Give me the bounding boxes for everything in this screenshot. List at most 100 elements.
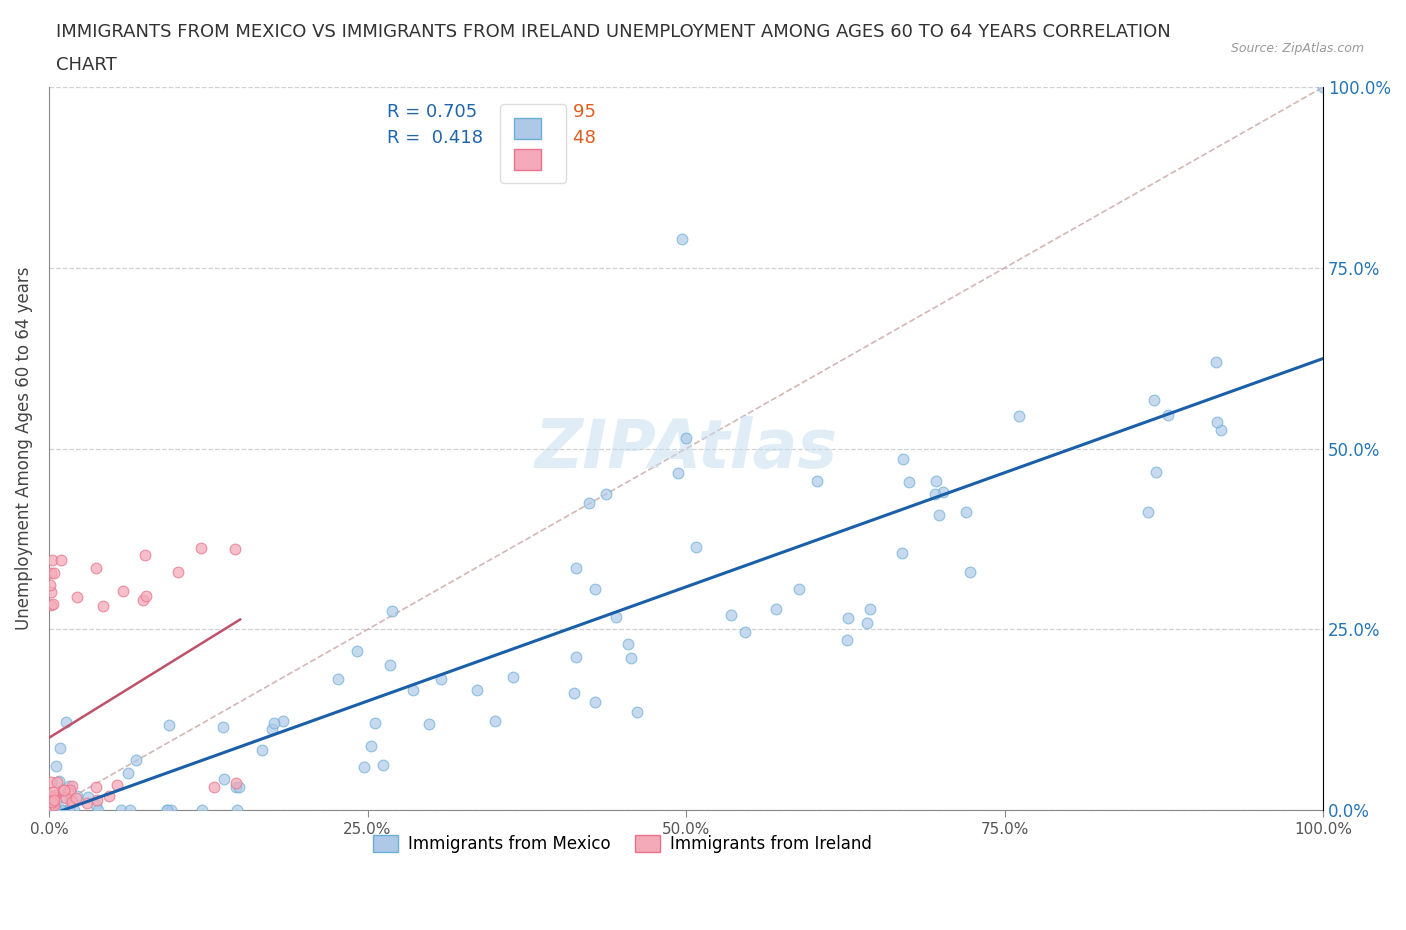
Point <box>45 803 67 817</box>
Point <box>924 486 946 501</box>
Point <box>260 722 283 737</box>
Point <box>55 714 77 729</box>
Text: N = 48: N = 48 <box>533 128 596 147</box>
Point <box>685 539 707 554</box>
Point <box>380 658 402 672</box>
Point <box>932 485 955 499</box>
Point <box>226 803 249 817</box>
Point <box>135 589 157 604</box>
Point <box>91 598 114 613</box>
Point <box>42 796 65 811</box>
Point <box>157 718 180 733</box>
Point <box>38 799 60 814</box>
Point <box>110 803 132 817</box>
Point <box>605 609 627 624</box>
Point <box>502 670 524 684</box>
Point <box>120 803 142 817</box>
Point <box>353 760 375 775</box>
Point <box>734 625 756 640</box>
Point <box>76 796 98 811</box>
Point <box>58 778 80 793</box>
Point <box>959 565 981 579</box>
Point <box>62 795 84 810</box>
Point <box>837 611 859 626</box>
Point <box>250 743 273 758</box>
Point <box>228 779 250 794</box>
Point <box>44 787 66 802</box>
Point <box>59 782 82 797</box>
Point <box>925 473 948 488</box>
Point <box>38 578 60 592</box>
Point <box>84 561 107 576</box>
Point <box>105 777 128 792</box>
Point <box>578 496 600 511</box>
Y-axis label: Unemployment Among Ages 60 to 64 years: Unemployment Among Ages 60 to 64 years <box>15 267 32 631</box>
Point <box>617 636 640 651</box>
Point <box>42 795 65 810</box>
Point <box>1143 392 1166 407</box>
Point <box>430 671 453 686</box>
Point <box>626 705 648 720</box>
Point <box>156 803 179 817</box>
Point <box>1206 415 1229 430</box>
Point <box>891 452 914 467</box>
Text: N = 95: N = 95 <box>533 103 596 122</box>
Point <box>87 803 110 817</box>
Point <box>51 552 73 567</box>
Point <box>328 671 350 686</box>
Point <box>124 752 146 767</box>
Point <box>583 695 606 710</box>
Point <box>835 633 858 648</box>
Point <box>202 779 225 794</box>
Legend: Immigrants from Mexico, Immigrants from Ireland: Immigrants from Mexico, Immigrants from … <box>366 829 879 859</box>
Point <box>77 790 100 804</box>
Point <box>666 466 689 481</box>
Point <box>66 589 89 604</box>
Point <box>1157 408 1180 423</box>
Point <box>48 774 70 789</box>
Point <box>41 792 63 807</box>
Point <box>41 552 63 567</box>
Point <box>160 803 183 817</box>
Point <box>380 604 402 618</box>
Point <box>44 565 66 580</box>
Point <box>132 592 155 607</box>
Point <box>224 542 246 557</box>
Point <box>84 779 107 794</box>
Point <box>39 803 62 817</box>
Point <box>859 602 882 617</box>
Point <box>190 540 212 555</box>
Point <box>565 649 588 664</box>
Point <box>42 596 65 611</box>
Text: ZIPAtlas: ZIPAtlas <box>534 416 838 482</box>
Point <box>363 715 385 730</box>
Point <box>56 785 79 800</box>
Point <box>225 776 247 790</box>
Point <box>191 803 214 817</box>
Point <box>51 803 73 817</box>
Point <box>928 508 950 523</box>
Point <box>1205 354 1227 369</box>
Point <box>955 505 977 520</box>
Point <box>562 685 585 700</box>
Point <box>134 547 156 562</box>
Point <box>39 788 62 803</box>
Point <box>97 789 120 804</box>
Text: Source: ZipAtlas.com: Source: ZipAtlas.com <box>1230 42 1364 55</box>
Point <box>46 774 69 789</box>
Point <box>1144 465 1167 480</box>
Point <box>52 790 75 804</box>
Point <box>58 803 80 817</box>
Point <box>465 683 488 698</box>
Point <box>212 720 235 735</box>
Point <box>671 232 693 246</box>
Text: CHART: CHART <box>56 56 117 73</box>
Point <box>156 803 179 817</box>
Point <box>38 790 60 804</box>
Point <box>1312 80 1334 95</box>
Point <box>44 798 66 813</box>
Point <box>39 775 62 790</box>
Point <box>167 565 190 579</box>
Point <box>720 607 742 622</box>
Text: R = 0.705: R = 0.705 <box>387 103 477 122</box>
